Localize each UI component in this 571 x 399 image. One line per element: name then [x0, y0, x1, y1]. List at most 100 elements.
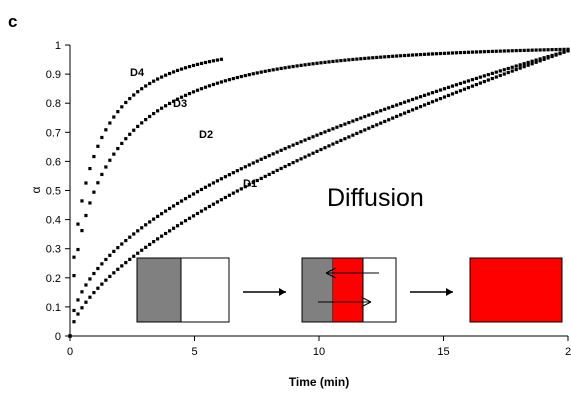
data-point [187, 91, 192, 96]
data-point [407, 99, 411, 103]
data-point [291, 143, 295, 147]
data-point [399, 54, 403, 58]
x-axis-label: Time (min) [289, 375, 349, 389]
data-point [530, 62, 534, 66]
data-point [108, 253, 112, 257]
data-point [171, 204, 176, 208]
series-marks [68, 47, 570, 338]
data-point [164, 73, 168, 77]
data-point [299, 157, 303, 161]
data-point [84, 213, 88, 218]
data-point [335, 125, 339, 129]
data-point [407, 109, 411, 114]
data-point [179, 221, 184, 225]
data-point [335, 140, 339, 144]
data-point [518, 66, 522, 70]
data-point [422, 93, 427, 97]
data-point [160, 212, 164, 216]
data-point [311, 151, 315, 155]
data-point [116, 246, 120, 250]
data-point [124, 137, 128, 141]
data-point [450, 84, 455, 88]
series-label-d1: D1 [243, 178, 257, 190]
data-point [367, 56, 371, 60]
data-point [466, 86, 470, 90]
data-point [490, 71, 494, 75]
x-tick-label: 10 [313, 346, 325, 358]
data-point [148, 242, 152, 247]
data-point [120, 242, 124, 246]
data-point [494, 70, 498, 74]
data-point [164, 231, 168, 236]
data-point [562, 47, 566, 51]
data-point [72, 308, 76, 313]
box2-outline [301, 257, 397, 323]
data-point [148, 81, 152, 86]
data-point [403, 53, 407, 58]
data-point [92, 291, 96, 295]
data-point [100, 172, 104, 177]
data-point [355, 57, 359, 61]
data-point [191, 214, 196, 218]
data-point [223, 195, 227, 200]
data-point [116, 110, 120, 114]
data-point [474, 76, 478, 80]
data-point [283, 146, 287, 151]
data-point [470, 84, 474, 88]
data-point [422, 103, 427, 107]
data-point [267, 172, 271, 177]
data-point [199, 87, 204, 91]
data-point [144, 245, 148, 249]
data-point [243, 185, 247, 189]
data-point [470, 50, 474, 54]
data-point [136, 124, 140, 129]
data-point [426, 101, 431, 105]
data-point [175, 201, 180, 206]
data-point [239, 167, 243, 171]
data-point [195, 88, 200, 92]
series-labels: D4 D3 D2 D1 [130, 67, 257, 190]
data-point [84, 181, 88, 185]
data-point [434, 89, 439, 93]
data-point [275, 67, 279, 71]
data-point [351, 57, 355, 62]
data-point [542, 48, 546, 52]
panel-label: c [8, 12, 17, 31]
data-point [466, 79, 470, 83]
data-point [199, 209, 204, 213]
data-point [120, 264, 124, 268]
data-point [84, 283, 88, 287]
data-point [140, 248, 144, 252]
data-point [267, 68, 271, 73]
y-tick-label: 0.2 [46, 273, 61, 285]
arrow-1-head [279, 288, 286, 296]
data-point [395, 114, 399, 119]
data-point [442, 95, 447, 99]
data-point [315, 149, 319, 153]
data-point [152, 240, 156, 244]
data-point [542, 57, 546, 61]
data-point [168, 206, 172, 211]
data-point [275, 168, 279, 173]
data-point [76, 247, 80, 252]
data-point [327, 60, 331, 64]
y-tick-label: 0.7 [46, 127, 61, 139]
data-point [498, 73, 502, 78]
data-point [387, 118, 391, 122]
data-point [343, 122, 347, 126]
data-point [112, 152, 116, 156]
data-point [303, 138, 307, 142]
data-point [430, 100, 435, 104]
data-point [100, 135, 104, 140]
data-point [136, 251, 140, 255]
data-point [327, 128, 331, 132]
x-tick-label: 15 [437, 346, 449, 358]
data-point [279, 66, 283, 71]
data-point [160, 106, 164, 110]
data-point [514, 64, 518, 68]
data-point [183, 66, 188, 70]
data-point [415, 53, 419, 57]
data-point [450, 92, 455, 96]
data-point [215, 179, 220, 183]
data-point [128, 96, 132, 101]
